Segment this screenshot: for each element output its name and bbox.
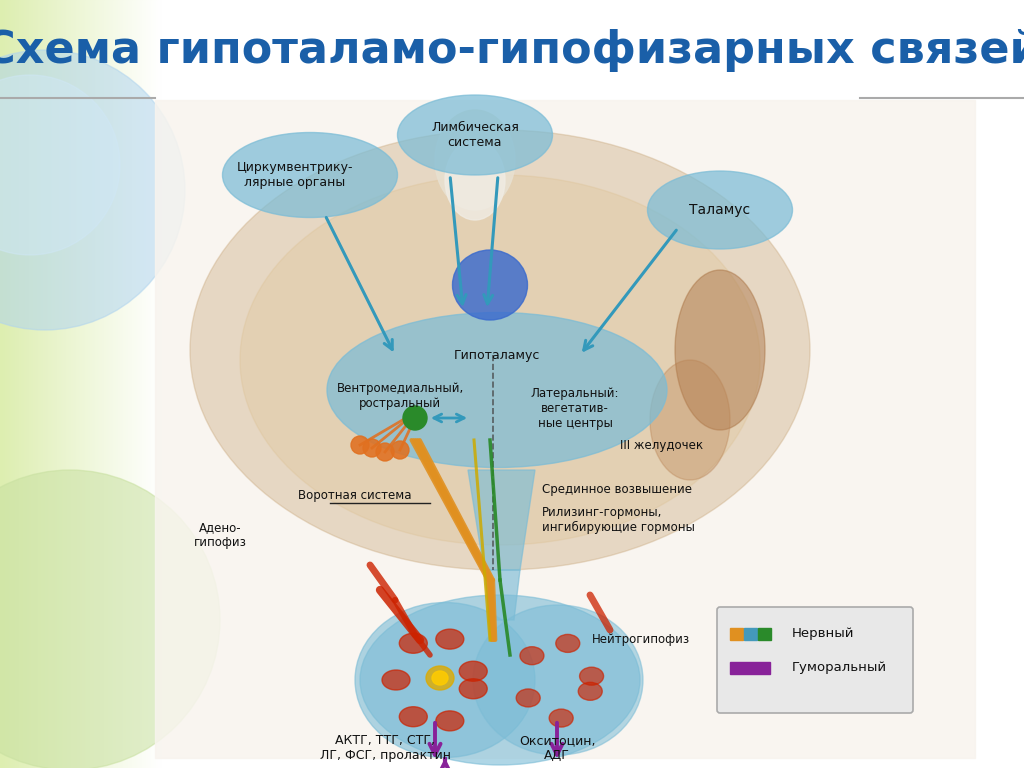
Circle shape <box>403 406 427 430</box>
Ellipse shape <box>436 711 464 731</box>
Ellipse shape <box>579 682 602 700</box>
Ellipse shape <box>435 110 515 210</box>
Circle shape <box>0 470 220 768</box>
Circle shape <box>351 436 369 454</box>
Text: Таламус: Таламус <box>689 203 751 217</box>
Text: Гуморальный: Гуморальный <box>792 661 887 674</box>
Ellipse shape <box>520 647 544 664</box>
Bar <box>155 100 975 758</box>
Ellipse shape <box>580 667 603 685</box>
Ellipse shape <box>355 603 535 757</box>
Ellipse shape <box>445 140 505 220</box>
Ellipse shape <box>399 707 427 727</box>
Ellipse shape <box>459 679 487 699</box>
Text: АКТГ, ТТГ, СТГ,
ЛГ, ФСГ, пролактин: АКТГ, ТТГ, СТГ, ЛГ, ФСГ, пролактин <box>319 734 451 762</box>
Ellipse shape <box>360 595 640 765</box>
Circle shape <box>376 443 394 461</box>
Bar <box>758 628 771 640</box>
Text: Вентромедиальный,
ростральный: Вентромедиальный, ростральный <box>336 382 464 410</box>
Text: Рилизинг-гормоны,
ингибирующие гормоны: Рилизинг-гормоны, ингибирующие гормоны <box>542 506 695 534</box>
Ellipse shape <box>397 95 553 175</box>
Ellipse shape <box>432 671 449 685</box>
Ellipse shape <box>399 634 427 654</box>
Ellipse shape <box>516 689 541 707</box>
Ellipse shape <box>382 670 410 690</box>
Text: Циркумвентрику-
лярные органы: Циркумвентрику- лярные органы <box>237 161 353 189</box>
Ellipse shape <box>556 634 580 652</box>
Text: Нейтрогипофиз: Нейтрогипофиз <box>592 634 690 647</box>
Text: III желудочек: III желудочек <box>620 439 703 452</box>
Text: Нервный: Нервный <box>792 627 854 641</box>
Ellipse shape <box>459 661 487 681</box>
FancyBboxPatch shape <box>717 607 913 713</box>
Text: Срединное возвышение: Срединное возвышение <box>542 484 692 496</box>
Text: Схема гипоталамо-гипофизарных связей: Схема гипоталамо-гипофизарных связей <box>0 28 1024 71</box>
Ellipse shape <box>327 313 667 468</box>
Bar <box>730 662 770 674</box>
Polygon shape <box>468 470 535 570</box>
Ellipse shape <box>549 709 573 727</box>
Ellipse shape <box>473 605 643 755</box>
Ellipse shape <box>190 130 810 570</box>
Bar <box>730 628 743 640</box>
Ellipse shape <box>436 629 464 649</box>
Circle shape <box>391 441 409 459</box>
Text: Гипоталамус: Гипоталамус <box>454 349 541 362</box>
Bar <box>744 628 757 640</box>
Ellipse shape <box>647 171 793 249</box>
Ellipse shape <box>240 175 760 545</box>
Text: Адено-
гипофиз: Адено- гипофиз <box>194 521 247 549</box>
Text: Окситоцин,
АДГ: Окситоцин, АДГ <box>519 734 595 762</box>
Text: Воротная система: Воротная система <box>298 488 412 502</box>
Circle shape <box>0 50 185 330</box>
Circle shape <box>362 439 381 457</box>
Circle shape <box>0 75 120 255</box>
Text: Лимбическая
система: Лимбическая система <box>431 121 519 149</box>
Ellipse shape <box>453 250 527 320</box>
Text: Латеральный:
вегетатив-
ные центры: Латеральный: вегетатив- ные центры <box>530 386 620 429</box>
Ellipse shape <box>675 270 765 430</box>
Ellipse shape <box>426 666 454 690</box>
Polygon shape <box>484 570 520 620</box>
Ellipse shape <box>650 360 730 480</box>
Ellipse shape <box>222 133 397 217</box>
